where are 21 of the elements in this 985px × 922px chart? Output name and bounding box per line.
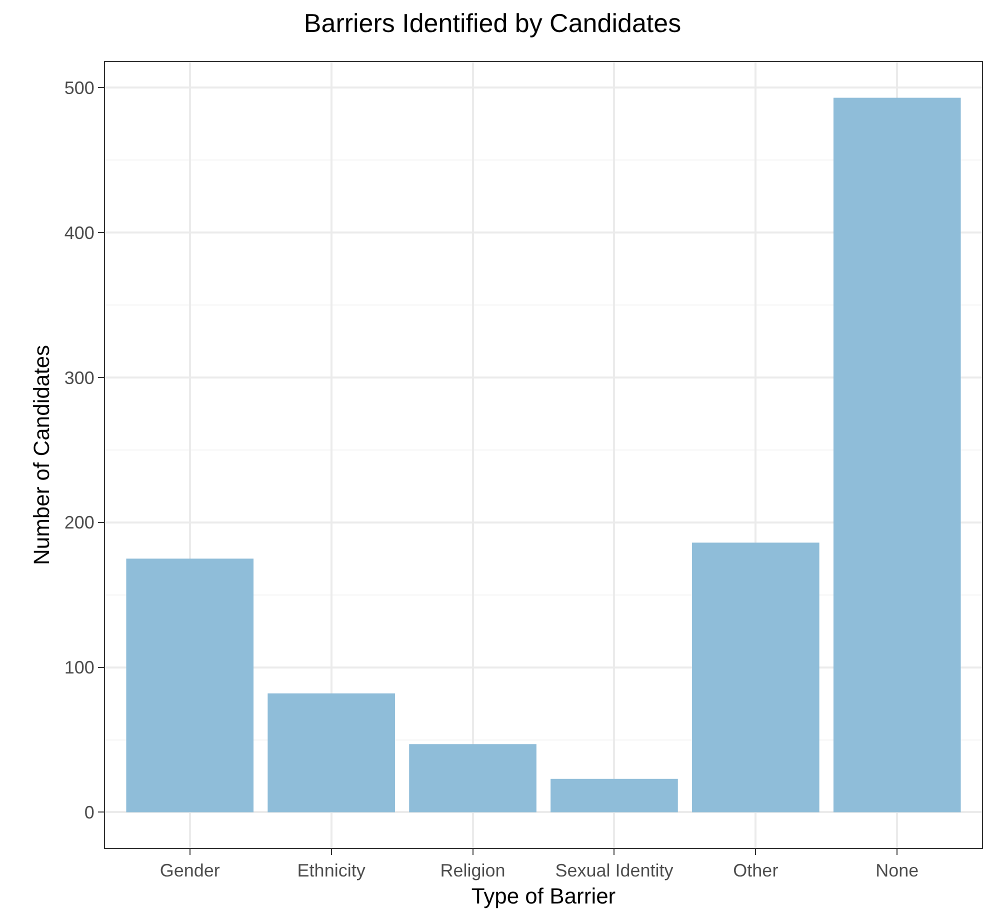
- x-tick-label: Sexual Identity: [555, 860, 674, 881]
- x-axis-title: Type of Barrier: [471, 884, 616, 908]
- bar: [409, 744, 536, 812]
- bar: [692, 542, 820, 812]
- x-tick-label: Other: [733, 860, 778, 881]
- chart-title: Barriers Identified by Candidates: [304, 8, 682, 38]
- bar: [268, 693, 395, 812]
- y-tick-label: 200: [64, 512, 94, 533]
- y-tick-label: 400: [64, 222, 94, 243]
- x-tick-label: Gender: [160, 860, 220, 881]
- x-tick-label: Ethnicity: [297, 860, 366, 881]
- y-tick-label: 500: [64, 78, 94, 98]
- y-tick-label: 0: [84, 802, 94, 823]
- bar: [550, 778, 678, 812]
- bar: [833, 98, 961, 812]
- x-tick-label: None: [876, 860, 919, 881]
- y-axis-title: Number of Candidates: [29, 344, 54, 566]
- x-tick-label: Religion: [440, 860, 506, 881]
- y-tick-label: 300: [64, 368, 94, 388]
- y-tick-label: 100: [64, 658, 94, 678]
- bar: [126, 558, 254, 812]
